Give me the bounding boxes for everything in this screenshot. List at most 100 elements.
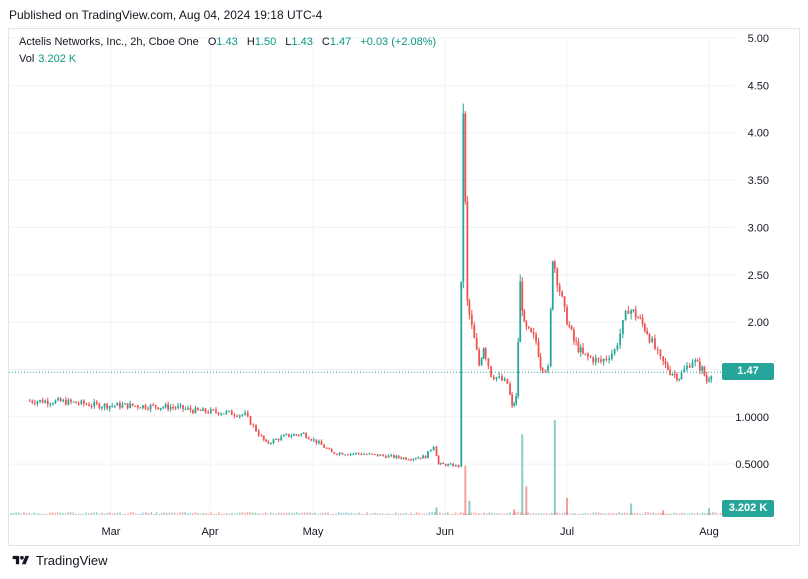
candle-body [651,338,654,343]
volume-bar [712,512,714,515]
candle-body [202,408,204,412]
volume-bar [595,512,597,515]
candle-body [159,407,162,410]
volume-bar [80,513,82,515]
last-volume-badge: 3.202 K [722,500,774,517]
candle-body [535,334,537,342]
candle-body [207,412,210,414]
volume-bar [218,512,220,515]
candle-body [412,458,415,460]
volume-bar [696,512,699,515]
candle-body [179,405,182,407]
volume-bar [392,513,394,515]
volume-bar [150,512,153,515]
volume-bar [699,513,701,515]
volume-bar [322,512,324,515]
candle-body [260,435,263,437]
candle-body [77,403,80,405]
candle-body [666,364,669,370]
chart-frame[interactable] [8,28,800,546]
volume-bar [444,512,446,515]
volume-bar [199,513,202,515]
volume-bar [23,512,25,515]
candle-body [613,349,616,354]
candle-body [414,458,417,460]
candle-body [659,349,662,357]
high-label: H [246,36,255,48]
volume-bar [592,512,595,515]
candle-body [582,347,584,354]
volume-bar [457,513,459,515]
candle-body [662,356,665,362]
volume-bar [558,513,561,515]
candle-body [527,326,530,329]
candle-body [157,407,160,410]
volume-bar [631,512,634,515]
candle-body [167,404,170,410]
candle-body [566,306,568,325]
candle-body [357,452,360,454]
candle-body [473,325,476,339]
volume-bar [483,512,485,515]
candle-body [429,450,432,452]
candle-body [680,372,683,380]
candle-body [705,375,708,382]
volume-bar [470,512,472,515]
candle-body [184,408,187,410]
candle-body [468,300,471,315]
candle-body [333,452,336,454]
candle-body [31,400,34,403]
volume-bar [220,513,223,515]
volume-spike [566,497,568,515]
candle-body [568,324,571,326]
volume-bar [576,513,579,515]
candle-body [295,434,298,436]
volume-bar [550,512,553,515]
candle-body [257,431,260,436]
volume-bar [293,513,296,515]
candle-body [341,452,344,455]
volume-bar [311,513,314,515]
volume-bar [407,513,410,515]
volume-bar [626,512,628,515]
candle-body [344,454,347,456]
volume-label: Vol [19,53,35,65]
candle-body [449,463,452,465]
volume-bar [452,513,454,515]
volume-bar [345,512,348,515]
volume-bar [69,512,72,515]
candle-body [397,455,400,458]
candle-body [302,433,305,435]
volume-bar [431,512,433,515]
volume-bar [142,512,145,515]
footer-brand[interactable]: TradingView [10,553,108,568]
volume-bar [303,512,306,515]
candle-body [230,410,233,415]
volume-bar [267,513,270,515]
candle-body [46,400,49,405]
candle-body [379,454,382,457]
volume-bar [51,512,54,515]
volume-bar [413,513,415,515]
volume-bar [215,513,218,515]
volume-bar [714,512,717,515]
volume-bar [493,513,496,515]
candle-body [194,407,197,413]
candle-body [49,403,52,405]
volume-bar [249,512,251,515]
candle-body [238,415,241,417]
volume-spike [662,510,665,515]
candle-body [217,412,220,415]
x-tick-label: Apr [201,526,218,538]
candle-body [484,348,487,359]
candles [28,103,713,468]
candle-body [225,411,228,414]
volume-bar [101,512,103,515]
volume-bar [72,512,75,515]
candle-body [432,446,435,451]
volume-bar [210,512,212,515]
candle-body [710,376,713,380]
candle-body [129,403,132,409]
candle-body [52,403,54,405]
